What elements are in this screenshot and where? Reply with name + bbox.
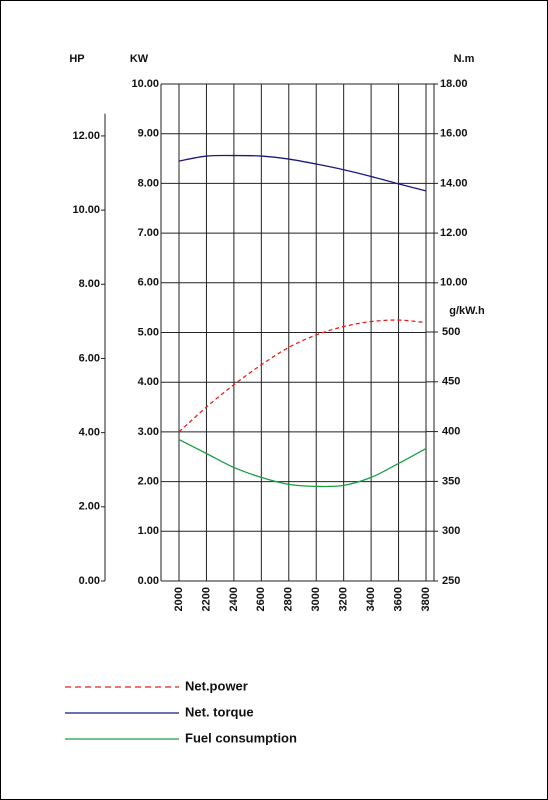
nm-axis-label: N.m: [454, 53, 475, 65]
nm-tick-label: 12.00: [440, 227, 468, 239]
legend-label-net-power: Net.power: [185, 678, 248, 693]
legend: Net.power Net. torque Fuel consumption: [65, 678, 297, 745]
gkwh-tick-label: 400: [442, 426, 460, 438]
gkwh-axis-label: g/kW.h: [449, 305, 485, 317]
kw-tick-label: 9.00: [138, 128, 159, 140]
kw-tick-label: 1.00: [138, 525, 159, 537]
axes: 0.00 2.00 4.00 6.00 8.00 10.00 12.00 HP 0.00 1.00…: [69, 53, 485, 611]
x-tick-label: 2400: [228, 587, 240, 611]
hp-tick-label: 8.00: [79, 278, 100, 290]
nm-tick-label: 18.00: [440, 78, 468, 90]
series-line-net-power: [178, 319, 427, 433]
hp-tick-label: 12.00: [72, 130, 100, 142]
kw-tick-label: 10.00: [131, 78, 159, 90]
hp-tick-label: 6.00: [79, 352, 100, 364]
series-line-fuel-consumption: [178, 438, 427, 488]
kw-tick-label: 2.00: [138, 476, 159, 488]
x-tick-label: 3800: [420, 587, 432, 611]
grid: [178, 83, 427, 582]
hp-tick-label: 0.00: [79, 575, 100, 587]
kw-axis-label: KW: [130, 53, 149, 65]
kw-tick-label: 8.00: [138, 177, 159, 189]
gkwh-tick-label: 250: [442, 575, 460, 587]
hp-tick-label: 4.00: [79, 427, 100, 439]
kw-tick-label: 0.00: [138, 575, 159, 587]
gkwh-tick-label: 450: [442, 376, 460, 388]
legend-label-net-torque: Net. torque: [185, 704, 254, 719]
legend-label-fuel-consumption: Fuel consumption: [185, 730, 297, 745]
x-tick-label: 3600: [392, 587, 404, 611]
x-tick-label: 2800: [283, 587, 295, 611]
nm-tick-label: 14.00: [440, 177, 468, 189]
gkwh-tick-label: 500: [442, 326, 460, 338]
series-lines: [178, 154, 427, 488]
hp-axis-label: HP: [69, 53, 84, 65]
kw-tick-label: 6.00: [138, 277, 159, 289]
kw-tick-label: 4.00: [138, 376, 159, 388]
series-line-net-torque: [178, 154, 427, 192]
x-tick-label: 3400: [365, 587, 377, 611]
gkwh-tick-label: 300: [442, 525, 460, 537]
nm-tick-label: 16.00: [440, 128, 468, 140]
kw-tick-label: 5.00: [138, 326, 159, 338]
hp-tick-label: 10.00: [72, 204, 100, 216]
kw-tick-label: 7.00: [138, 227, 159, 239]
gkwh-tick-label: 350: [442, 475, 460, 487]
x-tick-label: 2000: [173, 587, 185, 611]
x-tick-label: 2600: [255, 587, 267, 611]
nm-tick-label: 10.00: [440, 277, 468, 289]
x-tick-label: 3000: [310, 587, 322, 611]
kw-tick-label: 3.00: [138, 426, 159, 438]
x-tick-label: 2200: [200, 587, 212, 611]
hp-tick-label: 2.00: [79, 501, 100, 513]
x-tick-label: 3200: [338, 587, 350, 611]
